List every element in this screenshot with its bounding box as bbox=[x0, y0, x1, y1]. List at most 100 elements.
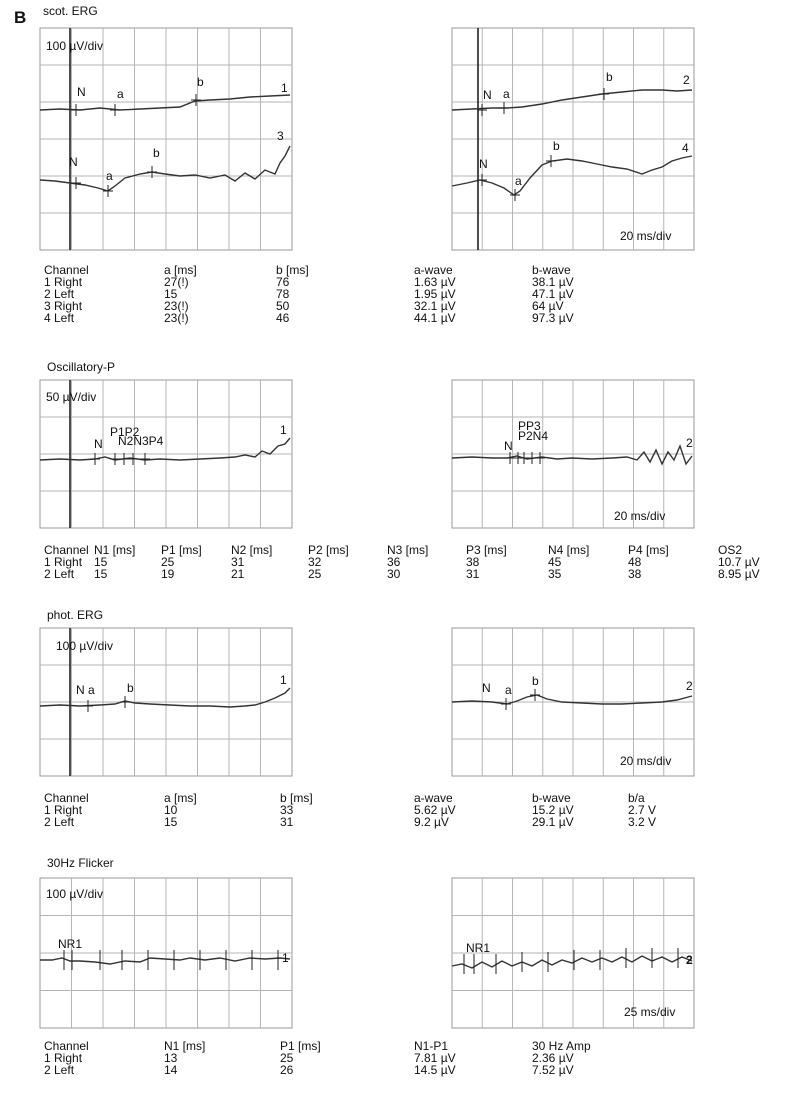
trace-label-1: 1 bbox=[280, 673, 287, 687]
table-cell: 76 bbox=[276, 275, 290, 289]
table-cell: 32 bbox=[308, 555, 322, 569]
table-header-cell: a [ms] bbox=[164, 263, 197, 277]
trace-label-2: 2 bbox=[686, 436, 693, 450]
table-cell: 15.2 µV bbox=[532, 803, 574, 817]
table-cell: 33 bbox=[280, 803, 294, 817]
trace-label-1: 1 bbox=[281, 81, 288, 95]
trace-label-2: 2 bbox=[686, 679, 693, 693]
marker-label: N bbox=[482, 681, 491, 695]
table-cell: 19 bbox=[161, 567, 175, 581]
marker-label: N a bbox=[76, 683, 95, 697]
table-cell: 45 bbox=[548, 555, 562, 569]
marker-label: P2N4 bbox=[518, 429, 548, 443]
scale-label: 20 ms/div bbox=[620, 754, 671, 768]
trace-2 bbox=[451, 955, 693, 969]
table-header-cell: b [ms] bbox=[276, 263, 309, 277]
table-cell: 27(!) bbox=[164, 275, 189, 289]
marker-label: P1P2 bbox=[110, 425, 140, 439]
table-cell: 15 bbox=[94, 567, 108, 581]
marker-label: b bbox=[153, 146, 160, 160]
trace-label-2: 2 bbox=[683, 73, 690, 87]
oscillatory-peak-markers bbox=[513, 452, 545, 464]
trace-label-3: 3 bbox=[277, 129, 284, 143]
table-cell: 38.1 µV bbox=[532, 275, 574, 289]
scale-label: 100 µV/div bbox=[56, 639, 113, 653]
panel-label: B bbox=[14, 8, 27, 27]
table-header-cell: b [ms] bbox=[280, 791, 313, 805]
marker-N-1: N a bbox=[76, 683, 95, 712]
table-cell: 2 Left bbox=[44, 287, 75, 301]
marker-a-3: a bbox=[103, 169, 113, 197]
trace-label-1: 1 bbox=[282, 951, 289, 965]
marker-b-3: b bbox=[147, 146, 160, 178]
table-cell: 30 bbox=[387, 567, 401, 581]
table-header-cell: N2 [ms] bbox=[231, 543, 273, 557]
marker-label: b bbox=[532, 674, 539, 688]
trace-label-2: 2 bbox=[686, 953, 693, 967]
marker-b-2: b bbox=[530, 674, 540, 701]
table-cell: 3.2 V bbox=[628, 815, 657, 829]
table-cell: 14.5 µV bbox=[414, 1063, 456, 1077]
table-header-cell: a-wave bbox=[414, 791, 453, 805]
marker-label: a bbox=[117, 87, 124, 101]
table-cell: 1 Right bbox=[44, 555, 83, 569]
table-cell: 23(!) bbox=[164, 299, 189, 313]
marker-label: N bbox=[77, 85, 86, 99]
table-header-cell: P2 [ms] bbox=[308, 543, 349, 557]
table-header-cell: b-wave bbox=[532, 791, 571, 805]
marker-label: N2N3P4 bbox=[118, 434, 164, 448]
section-title-flicker: 30Hz Flicker bbox=[47, 856, 114, 870]
marker-label: a bbox=[106, 169, 113, 183]
plot-grid bbox=[451, 877, 695, 1029]
flicker-ticks bbox=[463, 948, 679, 974]
table-header-cell: P1 [ms] bbox=[280, 1039, 321, 1053]
table-cell: 31 bbox=[231, 555, 245, 569]
plot-grid bbox=[451, 27, 695, 251]
trace-2 bbox=[451, 694, 693, 705]
table-header-cell: N1 [ms] bbox=[94, 543, 136, 557]
flicker-ticks bbox=[63, 950, 279, 970]
table-header-cell: N1-P1 bbox=[414, 1039, 449, 1053]
table-header-cell: P4 [ms] bbox=[628, 543, 669, 557]
marker-N-2: N bbox=[504, 439, 515, 464]
table-cell: 8.95 µV bbox=[718, 567, 760, 581]
flicker-right-plot: 25 ms/div NR1 2 bbox=[451, 877, 695, 1029]
table-cell: 7.81 µV bbox=[414, 1051, 456, 1065]
table-cell: 9.2 µV bbox=[414, 815, 449, 829]
marker-b-2: b bbox=[599, 70, 613, 100]
table-header-cell: N3 [ms] bbox=[387, 543, 429, 557]
table-cell: 15 bbox=[94, 555, 108, 569]
trace-label-1: 1 bbox=[280, 423, 287, 437]
marker-N-1: N bbox=[71, 85, 86, 116]
plot-grid bbox=[39, 379, 293, 529]
table-cell: 64 µV bbox=[532, 299, 564, 313]
table-cell: 78 bbox=[276, 287, 290, 301]
marker-a-4: a bbox=[510, 174, 522, 201]
trace-1 bbox=[39, 94, 291, 111]
scale-label: 100 µV/div bbox=[46, 39, 103, 53]
marker-label: b bbox=[606, 70, 613, 84]
plot-grid bbox=[39, 877, 293, 1029]
trace-label-4: 4 bbox=[682, 141, 689, 155]
table-cell: 1 Right bbox=[44, 275, 83, 289]
table-header-cell: Channel bbox=[44, 543, 89, 557]
marker-label: N bbox=[479, 157, 488, 171]
table-cell: 1 Right bbox=[44, 1051, 83, 1065]
trace-1 bbox=[39, 437, 291, 461]
marker-label: b bbox=[197, 75, 204, 89]
table-cell: 44.1 µV bbox=[414, 311, 456, 325]
table-cell: 47.1 µV bbox=[532, 287, 574, 301]
trace-2 bbox=[451, 89, 693, 111]
table-cell: 10 bbox=[164, 803, 178, 817]
marker-label: N bbox=[69, 155, 78, 169]
table-header-cell: P1 [ms] bbox=[161, 543, 202, 557]
trace-4 bbox=[451, 155, 693, 196]
table-header-cell: Channel bbox=[44, 263, 89, 277]
marker-b-4: b bbox=[546, 139, 560, 167]
table-cell: 31 bbox=[280, 815, 294, 829]
scale-label: 20 ms/div bbox=[614, 509, 665, 523]
table-cell: 1.95 µV bbox=[414, 287, 456, 301]
table-cell: 1.63 µV bbox=[414, 275, 456, 289]
marker-N-1: N bbox=[90, 437, 103, 465]
